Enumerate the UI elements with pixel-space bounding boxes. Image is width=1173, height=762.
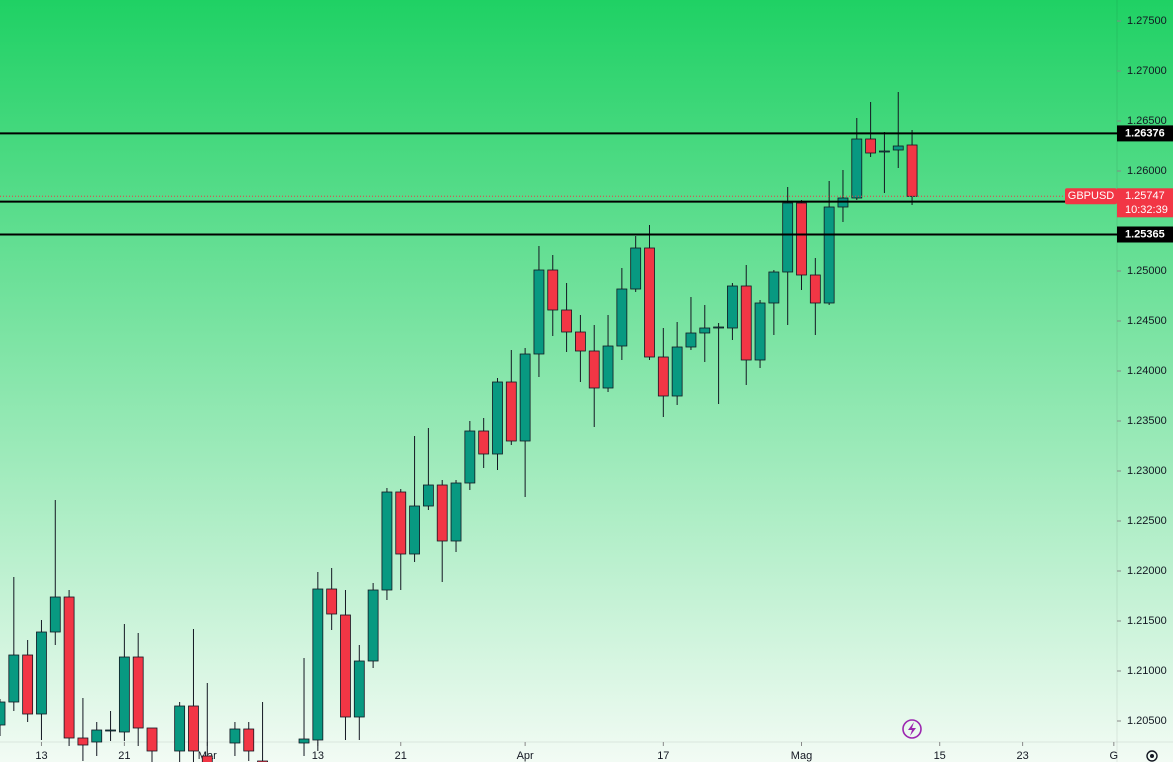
y-tick-label: 1.23000 bbox=[1127, 465, 1167, 477]
candle-body bbox=[644, 247, 655, 358]
candle-body bbox=[118, 656, 130, 733]
candle-body bbox=[657, 356, 669, 397]
y-tick-label: 1.27000 bbox=[1127, 65, 1167, 77]
candle-body bbox=[616, 288, 628, 347]
candle-body bbox=[879, 150, 890, 153]
candle-body bbox=[671, 346, 683, 397]
candle-body bbox=[685, 332, 697, 348]
price-label-box bbox=[1117, 125, 1173, 142]
candle-body bbox=[63, 596, 75, 739]
candle-body bbox=[77, 737, 89, 746]
candle-body bbox=[450, 482, 462, 542]
candle-body bbox=[381, 491, 393, 591]
candle-body bbox=[395, 491, 407, 555]
x-tick-label: Apr bbox=[517, 750, 534, 762]
candle-body bbox=[768, 271, 780, 304]
y-tick-label: 1.20500 bbox=[1127, 715, 1167, 727]
candle-body bbox=[699, 327, 711, 334]
x-tick-label: 23 bbox=[1016, 750, 1028, 762]
candle-body bbox=[105, 729, 116, 732]
price-label: 1.26376 bbox=[1125, 127, 1165, 139]
candle-body bbox=[561, 309, 572, 333]
candle-body bbox=[298, 738, 310, 744]
y-tick-label: 1.27500 bbox=[1127, 15, 1167, 27]
y-tick-label: 1.24500 bbox=[1127, 315, 1167, 327]
candle-body bbox=[22, 654, 34, 715]
y-tick-label: 1.21000 bbox=[1127, 665, 1167, 677]
candle-body bbox=[575, 331, 586, 352]
price-label: 1.25365 bbox=[1125, 228, 1165, 240]
candle-body bbox=[823, 206, 835, 304]
candle-body bbox=[174, 705, 186, 752]
y-tick-label: 1.24000 bbox=[1127, 365, 1167, 377]
price-label-box bbox=[1117, 226, 1173, 243]
x-tick-label: 13 bbox=[312, 750, 324, 762]
replay-icon[interactable] bbox=[902, 719, 922, 739]
candle-body bbox=[0, 701, 6, 726]
candle-body bbox=[547, 269, 559, 311]
candle-body bbox=[49, 596, 61, 633]
settings-icon[interactable] bbox=[1146, 750, 1158, 762]
candle-body bbox=[132, 656, 144, 729]
countdown-label: 10:32:39 bbox=[1125, 204, 1168, 216]
candle-body bbox=[727, 285, 738, 329]
candle-body bbox=[409, 505, 420, 555]
x-tick-label: 17 bbox=[657, 750, 669, 762]
candle-body bbox=[312, 588, 324, 741]
symbol-tag bbox=[1065, 188, 1117, 205]
x-tick-label: 21 bbox=[395, 750, 407, 762]
candle-body bbox=[588, 350, 600, 389]
candle-body bbox=[146, 727, 158, 752]
candle-body bbox=[713, 326, 724, 329]
candle-body bbox=[519, 353, 531, 442]
x-tick-label: 15 bbox=[934, 750, 946, 762]
candle-body bbox=[796, 202, 807, 276]
candle-body bbox=[892, 145, 904, 151]
candle-body bbox=[340, 614, 351, 718]
candle-body bbox=[326, 588, 338, 615]
candle-body bbox=[36, 631, 47, 715]
y-tick-label: 1.23500 bbox=[1127, 415, 1167, 427]
candle-body bbox=[91, 729, 103, 743]
y-tick-label: 1.25000 bbox=[1127, 265, 1167, 277]
candle-body bbox=[367, 589, 379, 662]
y-tick-label: 1.21500 bbox=[1127, 615, 1167, 627]
candle-body bbox=[229, 728, 241, 744]
candle-body bbox=[533, 269, 545, 355]
candle-body bbox=[243, 728, 255, 752]
candle-body bbox=[809, 274, 821, 304]
candle-body bbox=[782, 202, 794, 273]
y-tick-label: 1.26500 bbox=[1127, 115, 1167, 127]
candle-body bbox=[630, 247, 642, 290]
candle-body bbox=[754, 302, 766, 361]
candle-body bbox=[505, 381, 517, 442]
candle-body bbox=[602, 345, 614, 389]
last-price-box bbox=[1117, 188, 1173, 218]
candle-body bbox=[851, 138, 863, 199]
candle-body bbox=[865, 138, 877, 154]
symbol-label: GBPUSD bbox=[1068, 190, 1115, 202]
x-tick-label: G bbox=[1110, 750, 1119, 762]
last-price-label: 1.25747 bbox=[1125, 190, 1165, 202]
x-tick-label: 13 bbox=[35, 750, 47, 762]
candle-body bbox=[478, 430, 490, 455]
candle-body bbox=[8, 654, 20, 703]
x-tick-label: 21 bbox=[118, 750, 130, 762]
y-tick-label: 1.22000 bbox=[1127, 565, 1167, 577]
candle-body bbox=[201, 755, 213, 762]
candle-body bbox=[422, 484, 434, 507]
y-tick-label: 1.26000 bbox=[1127, 165, 1167, 177]
candle-body bbox=[740, 285, 752, 361]
x-tick-label: Mag bbox=[791, 750, 812, 762]
candle-body bbox=[492, 381, 503, 455]
candle-body bbox=[464, 430, 476, 484]
y-tick-label: 1.22500 bbox=[1127, 515, 1167, 527]
candle-body bbox=[188, 705, 199, 752]
candle-body bbox=[436, 484, 448, 542]
candle-body bbox=[353, 660, 365, 718]
candle-body bbox=[906, 144, 918, 197]
